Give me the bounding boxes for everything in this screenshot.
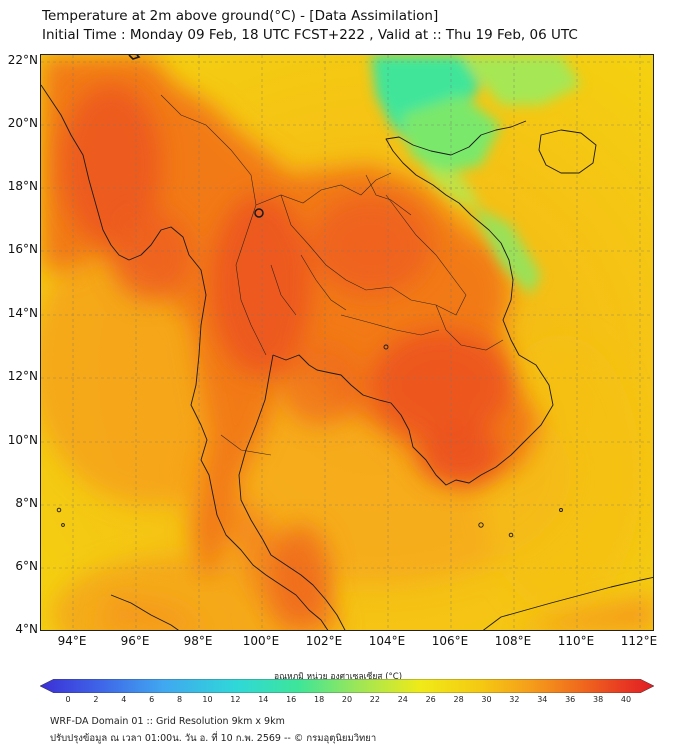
lon-label: 108°E: [494, 634, 532, 648]
model-info: WRF-DA Domain 01 :: Grid Resolution 9km …: [50, 716, 285, 727]
colorbar-tick-label: 24: [397, 695, 408, 704]
lon-label: 110°E: [557, 634, 595, 648]
colorbar-tick-label: 0: [65, 695, 71, 704]
lat-label: 10°N: [7, 433, 38, 447]
colorbar-tick-label: 18: [314, 695, 325, 704]
lat-label: 18°N: [7, 179, 38, 193]
colorbar-tick-label: 38: [593, 695, 604, 704]
map-gridlines: [41, 55, 653, 630]
lat-label: 20°N: [7, 116, 38, 130]
colorbar-tick-label: 8: [177, 695, 183, 704]
lat-label: 22°N: [7, 53, 38, 67]
lon-label: 94°E: [57, 634, 87, 648]
colorbar-tick-label: 28: [453, 695, 464, 704]
update-info: ปรับปรุงข้อมูล ณ เวลา 01:00น. วัน อ. ที่…: [50, 733, 377, 744]
country-borders: [160, 94, 504, 456]
lon-label: 102°E: [305, 634, 343, 648]
lon-label: 96°E: [120, 634, 150, 648]
colorbar-tick-label: 16: [286, 695, 297, 704]
cold-spot: [128, 55, 141, 60]
colorbar-tick-label: 20: [341, 695, 353, 704]
colorbar-tick-label: 34: [537, 695, 548, 704]
colorbar-tick-label: 10: [202, 695, 213, 704]
temperature-map: [40, 54, 654, 631]
colorbar-tick-label: 30: [481, 695, 492, 704]
colorbar-tick-label: 2: [93, 695, 99, 704]
lat-label: 6°N: [15, 559, 38, 573]
colorbar-tick-label: 32: [509, 695, 520, 704]
colorbar-tick-label: 14: [258, 695, 269, 704]
lat-label: 8°N: [15, 496, 38, 510]
colorbar-tick-label: 4: [121, 695, 127, 704]
colorbar-tick-label: 12: [230, 695, 241, 704]
lat-label: 16°N: [7, 242, 38, 256]
lon-label: 106°E: [431, 634, 469, 648]
chart-subtitle: Initial Time : Monday 09 Feb, 18 UTC FCS…: [42, 27, 578, 43]
lat-label: 14°N: [7, 306, 38, 320]
colorbar-title: อุณหภูมิ หน่วย องศาเซลเซียส (°C): [273, 672, 403, 682]
lon-label: 100°E: [242, 634, 280, 648]
lon-label: 112°E: [620, 634, 658, 648]
colorbar-tick-label: 22: [369, 695, 380, 704]
lat-label: 4°N: [15, 622, 38, 636]
colorbar-tick-label: 40: [620, 695, 632, 704]
lon-label: 98°E: [183, 634, 213, 648]
lat-label: 12°N: [7, 369, 38, 383]
colorbar-tick-label: 26: [425, 695, 436, 704]
hot-core-field: [61, 85, 511, 625]
colorbar: [40, 679, 654, 693]
coastlines: [41, 84, 653, 630]
colorbar-tick-label: 36: [565, 695, 576, 704]
chart-title: Temperature at 2m above ground(°C) - [Da…: [42, 8, 439, 24]
cold-spot: [254, 208, 264, 218]
lon-label: 104°E: [368, 634, 406, 648]
colorbar-tick-label: 6: [149, 695, 155, 704]
